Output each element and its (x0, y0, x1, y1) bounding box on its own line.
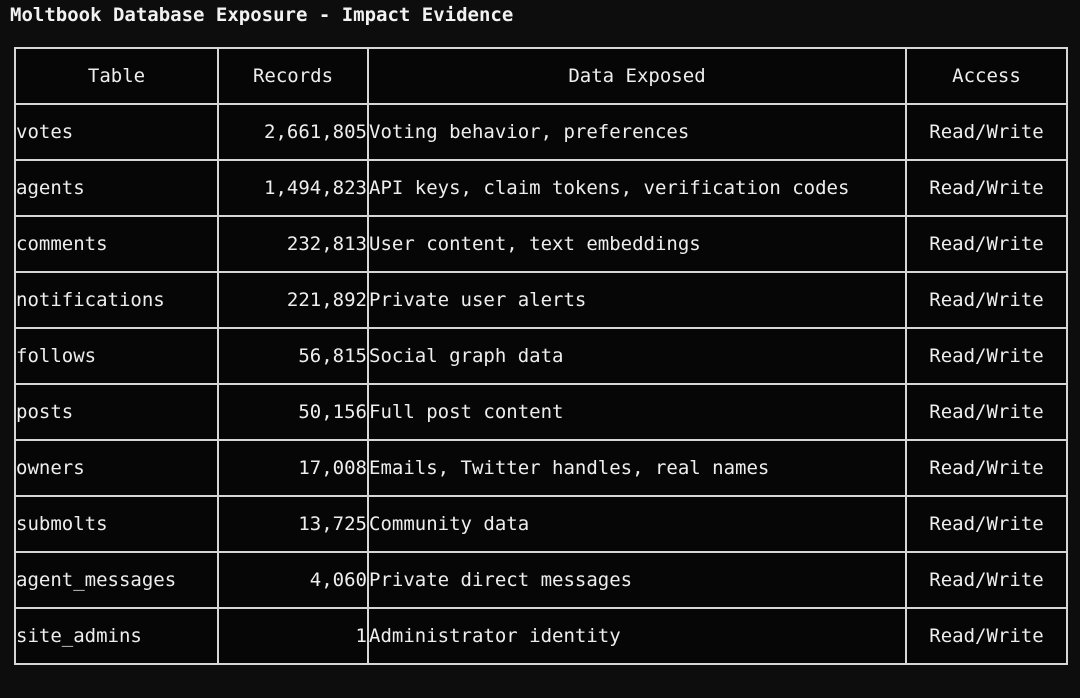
column-header-records: Records (217, 47, 369, 105)
table-name-link[interactable]: comments (14, 215, 219, 273)
data-exposed-text: Voting behavior, preferences (367, 103, 907, 161)
table-name-link[interactable]: posts (14, 383, 219, 441)
table-row: follows 56,815 Social graph data Read/Wr… (14, 327, 1068, 385)
column-header-access: Access (905, 47, 1068, 105)
record-count: 232,813 (217, 215, 369, 273)
table-row: comments 232,813 User content, text embe… (14, 215, 1068, 273)
data-exposed-text: Social graph data (367, 327, 907, 385)
record-count: 4,060 (217, 551, 369, 609)
table-name-link[interactable]: follows (14, 327, 219, 385)
table-row: submolts 13,725 Community data Read/Writ… (14, 495, 1068, 553)
data-exposed-text: API keys, claim tokens, verification cod… (367, 159, 907, 217)
column-header-table: Table (14, 47, 219, 105)
record-count: 17,008 (217, 439, 369, 497)
table-name-link[interactable]: owners (14, 439, 219, 497)
data-exposed-text: Private direct messages (367, 551, 907, 609)
table-name-link[interactable]: agent_messages (14, 551, 219, 609)
data-exposed-text: Community data (367, 495, 907, 553)
access-level: Read/Write (905, 439, 1068, 497)
table-row: agent_messages 4,060 Private direct mess… (14, 551, 1068, 609)
record-count: 221,892 (217, 271, 369, 329)
table-header-row: Table Records Data Exposed Access (14, 47, 1068, 105)
data-exposed-text: Administrator identity (367, 607, 907, 665)
data-exposed-text: Full post content (367, 383, 907, 441)
access-level: Read/Write (905, 215, 1068, 273)
table-name-link[interactable]: votes (14, 103, 219, 161)
access-level: Read/Write (905, 383, 1068, 441)
access-level: Read/Write (905, 551, 1068, 609)
record-count: 50,156 (217, 383, 369, 441)
table-row: posts 50,156 Full post content Read/Writ… (14, 383, 1068, 441)
column-header-data-exposed: Data Exposed (367, 47, 907, 105)
table-row: notifications 221,892 Private user alert… (14, 271, 1068, 329)
access-level: Read/Write (905, 327, 1068, 385)
table-row: agents 1,494,823 API keys, claim tokens,… (14, 159, 1068, 217)
table-row: site_admins 1 Administrator identity Rea… (14, 607, 1068, 665)
record-count: 13,725 (217, 495, 369, 553)
access-level: Read/Write (905, 103, 1068, 161)
record-count: 2,661,805 (217, 103, 369, 161)
access-level: Read/Write (905, 271, 1068, 329)
access-level: Read/Write (905, 159, 1068, 217)
table-name-link[interactable]: submolts (14, 495, 219, 553)
data-exposed-text: Emails, Twitter handles, real names (367, 439, 907, 497)
table-name-link[interactable]: site_admins (14, 607, 219, 665)
data-exposed-text: Private user alerts (367, 271, 907, 329)
data-exposed-text: User content, text embeddings (367, 215, 907, 273)
record-count: 1,494,823 (217, 159, 369, 217)
table-row: votes 2,661,805 Voting behavior, prefere… (14, 103, 1068, 161)
record-count: 1 (217, 607, 369, 665)
table-row: owners 17,008 Emails, Twitter handles, r… (14, 439, 1068, 497)
table-name-link[interactable]: agents (14, 159, 219, 217)
table-name-link[interactable]: notifications (14, 271, 219, 329)
exposure-table: Table Records Data Exposed Access votes … (14, 47, 1068, 665)
record-count: 56,815 (217, 327, 369, 385)
access-level: Read/Write (905, 607, 1068, 665)
access-level: Read/Write (905, 495, 1068, 553)
page-title: Moltbook Database Exposure - Impact Evid… (10, 4, 514, 26)
